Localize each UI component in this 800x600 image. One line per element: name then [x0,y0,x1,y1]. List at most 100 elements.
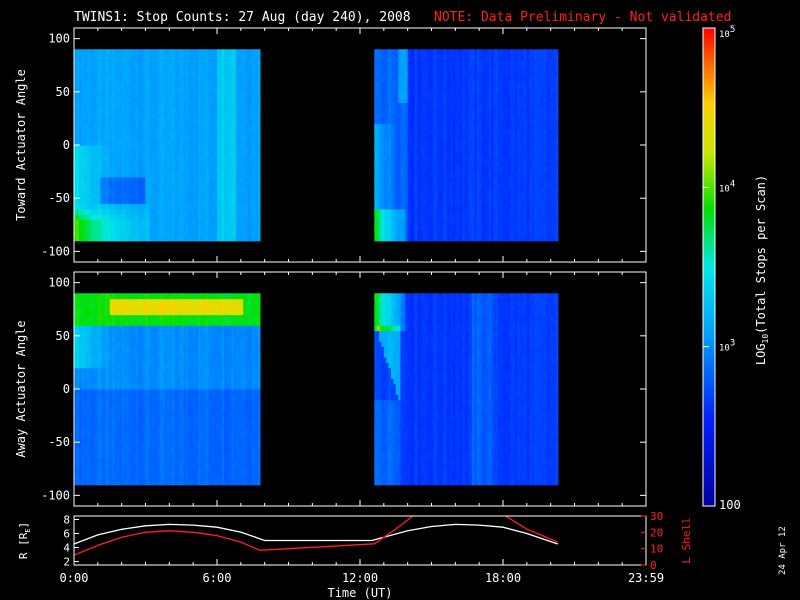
heatmap-cell [228,198,232,205]
heatmap-cell [452,219,456,226]
heatmap-cell [95,134,99,141]
heatmap-cell [448,49,452,56]
heatmap-cell [407,187,411,194]
heatmap-cell [74,97,77,103]
heatmap-cell [107,107,111,114]
heatmap-cell [145,123,149,130]
heatmap-cell [383,91,387,98]
heatmap-cell [114,235,118,242]
heatmap-cell [147,65,151,72]
heatmap-cell [174,97,178,103]
heatmap-cell [224,203,228,210]
heatmap-cell [460,97,464,103]
heatmap-cell [164,113,168,119]
heatmap-cell [514,166,518,173]
heatmap-cell [83,161,87,167]
heatmap-cell [205,59,209,66]
heatmap-cell [393,171,397,178]
heatmap-cell [224,59,228,66]
heatmap-cell [462,129,466,135]
heatmap-cell [438,182,442,189]
heatmap-cell [126,86,130,93]
heatmap-cell [431,155,435,162]
heatmap-cell [495,134,499,141]
heatmap-cell [460,155,464,162]
heatmap-cell [133,176,137,183]
heatmap-cell [248,75,251,82]
heatmap-cell [197,230,201,236]
heatmap-cell [469,161,473,167]
heatmap-cell [491,208,495,215]
heatmap-cell [85,129,89,135]
heatmap-cell [131,182,135,189]
heatmap-cell [219,187,223,194]
heatmap-cell [500,97,504,103]
heatmap-cell [255,176,259,183]
heatmap-cell [121,224,125,231]
heatmap-cell [162,214,166,220]
heatmap-cell [95,49,99,56]
heatmap-cell [483,224,487,231]
heatmap-cell [250,230,254,236]
heatmap-cell [145,54,149,61]
heatmap-cell [190,230,194,236]
heatmap-cell [460,81,464,88]
heatmap-cell [150,166,154,173]
heatmap-cell [467,166,471,173]
heatmap-cell [233,59,237,66]
heatmap-cell [109,59,113,66]
heatmap-cell [190,54,194,61]
heatmap-cell [422,182,425,189]
heatmap-cell [219,166,223,173]
heatmap-cell [171,219,175,226]
heatmap-cell [124,118,128,125]
heatmap-cell [243,219,247,226]
heatmap-cell [491,75,495,82]
heatmap-cell [498,59,502,66]
heatmap-cell [405,123,409,130]
heatmap-cell [379,187,383,194]
heatmap-cell [388,129,392,135]
heatmap-cell [462,118,466,125]
heatmap-cell [455,219,459,226]
heatmap-cell [164,176,168,183]
heatmap-cell [95,214,99,220]
heatmap-cell [476,145,480,151]
heatmap-cell [176,176,180,183]
heatmap-cell [224,230,228,236]
heatmap-cell [393,49,397,56]
heatmap-cell [188,102,192,109]
heatmap-cell [228,235,232,242]
heatmap-cell [100,203,104,210]
heatmap-cell [109,166,113,173]
heatmap-cell [236,70,240,77]
heatmap-cell [116,198,120,205]
heatmap-cell [193,81,197,88]
heatmap-cell [212,161,216,167]
heatmap-cell [503,102,506,109]
heatmap-cell [202,208,206,215]
heatmap-cell [429,187,433,194]
heatmap-cell [252,166,256,173]
heatmap-cell [164,171,168,178]
heatmap-cell [250,145,254,151]
heatmap-cell [376,118,380,125]
heatmap-cell [486,65,490,72]
heatmap-cell [476,75,480,82]
heatmap-cell [200,86,204,93]
heatmap-cell [498,182,502,189]
heatmap-cell [181,198,185,205]
heatmap-cell [126,81,130,88]
heatmap-cell [445,187,449,194]
heatmap-cell [419,155,423,162]
heatmap-cell [76,161,80,167]
heatmap-cell [240,176,244,183]
heatmap-cell [136,182,139,189]
heatmap-cell [448,129,452,135]
heatmap-cell [107,166,111,173]
heatmap-cell [207,129,211,135]
heatmap-cell [188,150,192,157]
heatmap-cell [472,49,475,56]
heatmap-cell [195,219,199,226]
heatmap-cell [236,91,240,98]
